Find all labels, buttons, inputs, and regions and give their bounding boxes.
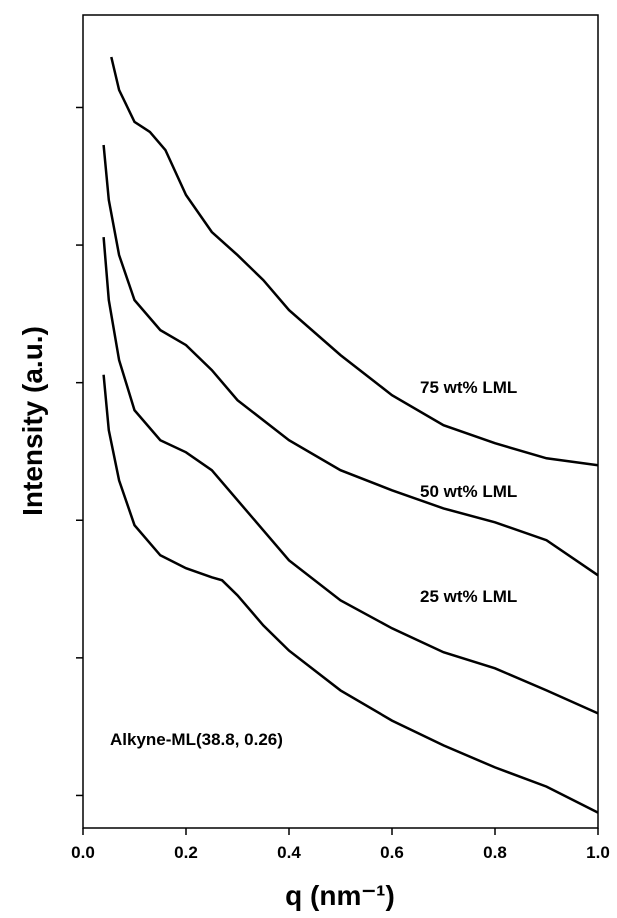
x-tick-label: 0.0 <box>71 843 95 862</box>
line <box>110 56 599 467</box>
line <box>102 374 599 814</box>
x-tick-label: 0.2 <box>174 843 198 862</box>
x-tick-label: 0.4 <box>277 843 301 862</box>
y-axis-label: Intensity (a.u.) <box>17 326 48 516</box>
line <box>102 144 599 577</box>
x-tick-label: 0.8 <box>483 843 507 862</box>
series-label: Alkyne-ML(38.8, 0.26) <box>110 730 283 749</box>
x-tick-label: 0.6 <box>380 843 404 862</box>
x-axis-label: q (nm⁻¹) <box>285 880 395 911</box>
plot-frame <box>82 14 599 829</box>
series-label: 50 wt% LML <box>420 482 517 501</box>
x-tick-label: 1.0 <box>586 843 610 862</box>
series-label: 25 wt% LML <box>420 587 517 606</box>
line <box>102 236 599 715</box>
series-label: 75 wt% LML <box>420 378 517 397</box>
